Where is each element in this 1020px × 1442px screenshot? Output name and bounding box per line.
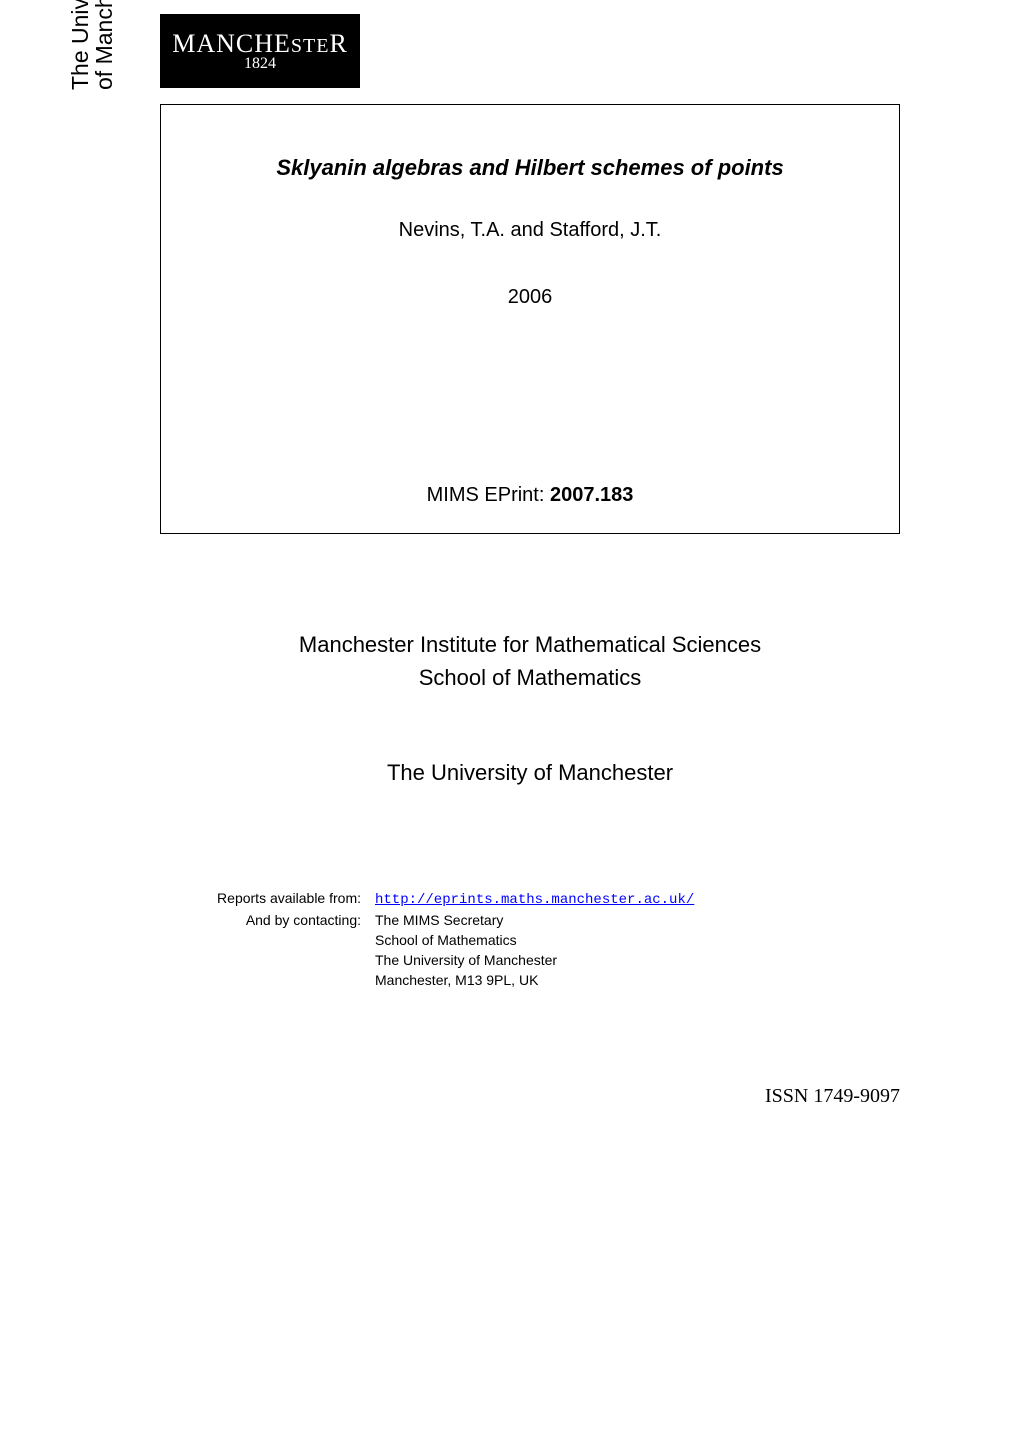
addr-line-3: The University of Manchester: [375, 952, 900, 968]
reports-value: http://eprints.maths.manchester.ac.uk/: [375, 890, 900, 908]
addr-line-2: School of Mathematics: [375, 932, 900, 948]
contact-row-reports: Reports available from: http://eprints.m…: [160, 890, 900, 908]
vertical-line-1: The University: [68, 0, 92, 90]
contact-row-address: And by contacting: The MIMS Secretary Sc…: [160, 912, 900, 992]
title-box: Sklyanin algebras and Hilbert schemes of…: [160, 104, 900, 534]
paper-authors: Nevins, T.A. and Stafford, J.T.: [399, 219, 662, 242]
vertical-university-name: The University of Manchester: [68, 0, 116, 90]
reports-label: Reports available from:: [160, 890, 375, 908]
institute-line-1: Manchester Institute for Mathematical Sc…: [160, 628, 900, 661]
logo-year: 1824: [244, 55, 276, 73]
institute-line-2: School of Mathematics: [160, 661, 900, 694]
paper-title: Sklyanin algebras and Hilbert schemes of…: [276, 155, 783, 181]
logo-text-suf: R: [329, 29, 347, 58]
eprint-line: MIMS EPrint: 2007.183: [161, 484, 899, 507]
university-name: The University of Manchester: [160, 760, 900, 786]
addr-line-1: The MIMS Secretary: [375, 912, 900, 928]
eprint-label: MIMS EPrint:: [427, 484, 550, 506]
contact-block: Reports available from: http://eprints.m…: [160, 890, 900, 996]
vertical-line-2: of Manchester: [92, 0, 116, 90]
paper-year: 2006: [508, 286, 553, 309]
reports-url-link[interactable]: http://eprints.maths.manchester.ac.uk/: [375, 892, 694, 908]
logo-text-pre: MANCH: [172, 29, 274, 58]
institute-block: Manchester Institute for Mathematical Sc…: [160, 628, 900, 694]
university-logo-block: MANCHESTER 1824: [160, 14, 360, 88]
eprint-value: 2007.183: [550, 484, 633, 506]
logo-text-mid: E: [274, 29, 291, 58]
contacting-address: The MIMS Secretary School of Mathematics…: [375, 912, 900, 992]
university-block: The University of Manchester: [160, 760, 900, 786]
logo-text-small: STE: [291, 35, 330, 57]
issn-number: ISSN 1749-9097: [765, 1085, 900, 1108]
addr-line-4: Manchester, M13 9PL, UK: [375, 972, 900, 988]
contacting-label: And by contacting:: [160, 912, 375, 992]
